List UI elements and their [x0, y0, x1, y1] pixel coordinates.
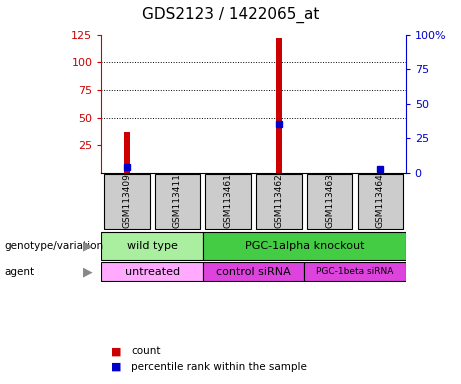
Bar	[124, 132, 130, 173]
Text: untreated: untreated	[124, 266, 180, 277]
Text: count: count	[131, 346, 161, 356]
Text: GSM113464: GSM113464	[376, 173, 385, 228]
Text: ■: ■	[111, 346, 121, 356]
Bar	[304, 262, 406, 281]
Text: PGC-1alpha knockout: PGC-1alpha knockout	[244, 241, 364, 251]
Text: agent: agent	[5, 266, 35, 277]
Bar	[358, 174, 403, 229]
Bar	[256, 174, 301, 229]
Text: GSM113409: GSM113409	[122, 173, 131, 228]
Bar	[155, 174, 201, 229]
Bar	[203, 262, 304, 281]
Text: GSM113411: GSM113411	[173, 173, 182, 228]
Text: control siRNA: control siRNA	[216, 266, 291, 277]
Bar	[104, 174, 149, 229]
Bar	[307, 174, 353, 229]
Text: GSM113463: GSM113463	[325, 173, 334, 228]
Text: ▶: ▶	[83, 239, 92, 252]
Text: ■: ■	[111, 362, 121, 372]
Text: GSM113461: GSM113461	[224, 173, 233, 228]
Text: percentile rank within the sample: percentile rank within the sample	[131, 362, 307, 372]
Text: PGC-1beta siRNA: PGC-1beta siRNA	[316, 267, 394, 276]
Text: genotype/variation: genotype/variation	[5, 241, 104, 251]
Bar	[276, 38, 282, 173]
Text: GSM113462: GSM113462	[274, 173, 284, 228]
Text: wild type: wild type	[127, 241, 177, 251]
Bar	[206, 174, 251, 229]
Bar	[101, 262, 203, 281]
Bar	[203, 232, 406, 260]
Text: GDS2123 / 1422065_at: GDS2123 / 1422065_at	[142, 7, 319, 23]
Bar	[101, 232, 203, 260]
Text: ▶: ▶	[83, 265, 92, 278]
